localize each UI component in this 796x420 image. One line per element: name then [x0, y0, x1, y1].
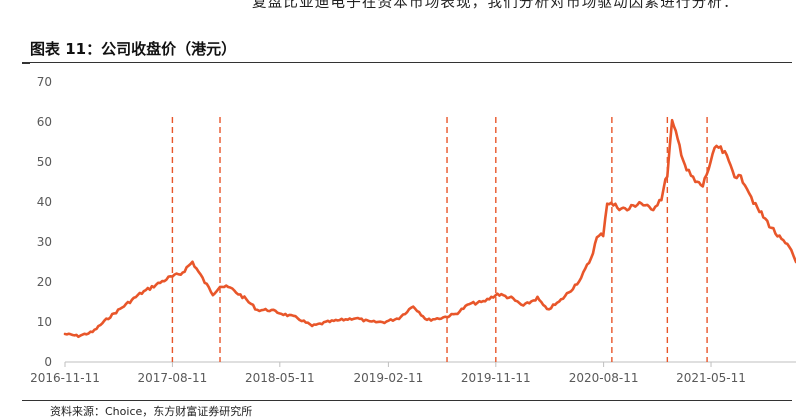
x-tick-label: 2021-05-11	[676, 371, 746, 385]
y-tick-label: 70	[37, 75, 52, 89]
axes-layer: 0 10 20 30 40 50 60 70 2016-11-11 2017-08-11 2018-…	[30, 75, 796, 385]
x-tick-label: 2016-11-11	[30, 371, 100, 385]
y-tick-label: 30	[37, 235, 52, 249]
y-tick-label: 40	[37, 195, 52, 209]
y-tick-label: 10	[37, 315, 52, 329]
title-tick	[22, 62, 30, 64]
x-tick-label: 2020-08-11	[569, 371, 639, 385]
x-tick-label: 2019-02-11	[354, 371, 424, 385]
x-tick-label: 2018-05-11	[245, 371, 315, 385]
x-tick-label: 2019-11-11	[461, 371, 531, 385]
y-tick-label: 20	[37, 275, 52, 289]
header-text: 复盘比亚迪电子在资本市场表现，我们分析对市场驱动因素进行分析：	[252, 0, 739, 11]
series-layer	[63, 118, 796, 339]
source-rule	[22, 400, 792, 401]
price-series-line	[63, 118, 796, 339]
x-tick-label: 2017-08-11	[138, 371, 208, 385]
figure-title: 图表 11：公司收盘价（港元）	[30, 40, 237, 58]
y-tick-label: 0	[44, 355, 52, 369]
source-note: 资料来源：Choice，东方财富证券研究所	[50, 405, 253, 418]
event-lines-layer	[171, 117, 708, 362]
title-rule	[22, 62, 792, 63]
y-tick-label: 60	[37, 115, 52, 129]
y-tick-label: 50	[37, 155, 52, 169]
